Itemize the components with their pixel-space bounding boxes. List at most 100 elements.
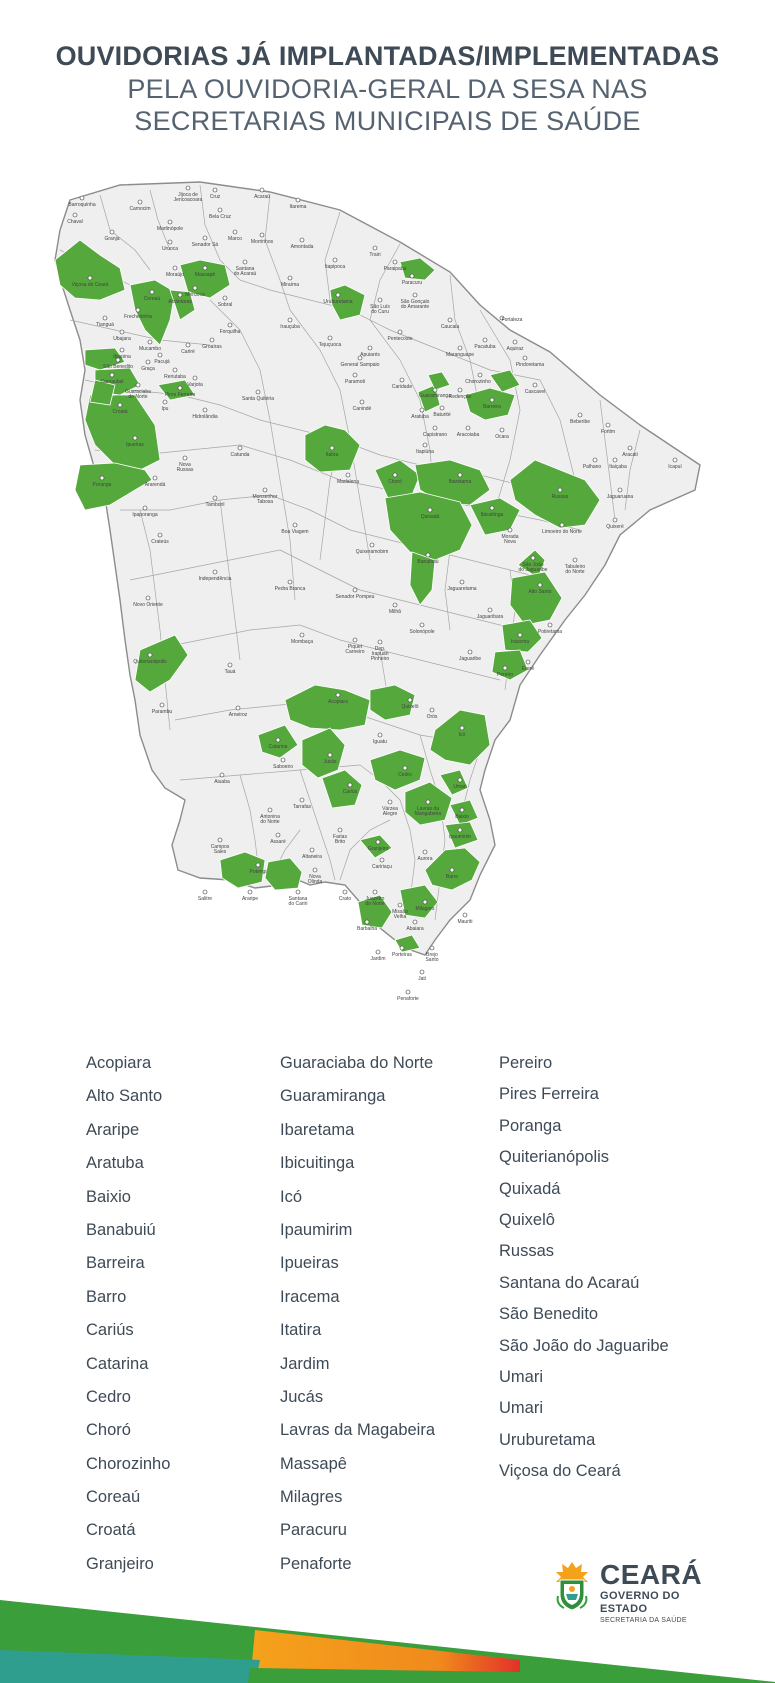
svg-text:Ibicuitinga: Ibicuitinga <box>481 512 504 518</box>
svg-text:Aracati: Aracati <box>622 452 638 458</box>
list-item: Russas <box>499 1242 555 1261</box>
city-marker: Iguatu <box>373 732 387 745</box>
list-item: Ipueiras <box>280 1254 339 1273</box>
city-marker: Maranguape <box>446 345 474 358</box>
svg-text:Campos: Campos <box>211 844 230 850</box>
svg-text:Irapuan: Irapuan <box>372 651 389 657</box>
svg-text:Aiuaba: Aiuaba <box>214 779 230 785</box>
city-marker: Aracoiaba <box>457 425 479 438</box>
city-marker: Itapiúna <box>416 442 434 455</box>
list-item: São João do Jaguaribe <box>499 1336 669 1355</box>
city-marker: Coreaú <box>144 289 161 302</box>
city-marker: Ipueiras <box>126 435 144 448</box>
city-marker: Penaforte <box>397 989 419 1002</box>
city-marker: Apuiarés <box>360 345 380 358</box>
list-item: Chorozinho <box>86 1454 171 1473</box>
city-marker: Pacatuba <box>474 337 496 350</box>
svg-text:Cariré: Cariré <box>181 349 195 355</box>
ceara-coat-of-arms-icon <box>556 1562 588 1611</box>
page-subtitle-line-1: PELA OUVIDORIA-GERAL DA SESA NAS <box>127 74 648 104</box>
city-marker: Tianguá <box>96 315 114 328</box>
svg-text:Tejuçuoca: Tejuçuoca <box>319 342 342 348</box>
svg-text:Jaguaribara: Jaguaribara <box>477 614 504 620</box>
svg-text:Paraipaba: Paraipaba <box>384 266 407 272</box>
svg-text:Poranga: Poranga <box>93 482 112 488</box>
city-marker: Ararendá <box>145 475 165 488</box>
svg-text:Coreaú: Coreaú <box>144 296 161 302</box>
city-marker: Fortaleza <box>499 315 523 323</box>
svg-text:do Norte: do Norte <box>365 901 384 907</box>
region-pereiro <box>491 649 529 681</box>
svg-text:Novo Oriente: Novo Oriente <box>133 602 163 608</box>
city-marker: Barreira <box>483 397 501 410</box>
city-marker: Ererê <box>522 659 534 672</box>
region-carius <box>321 769 363 809</box>
svg-text:Crato: Crato <box>339 896 351 902</box>
city-marker: Boa Viagem <box>281 522 309 535</box>
svg-text:Maranguape: Maranguape <box>446 352 474 358</box>
svg-text:do Acaraú: do Acaraú <box>234 271 257 277</box>
svg-text:General Sampaio: General Sampaio <box>341 362 380 368</box>
ceara-map-svg: Barroquinha Camocim Jijoca deJericoacoar… <box>54 181 701 1002</box>
list-item: Ibicuitinga <box>280 1154 355 1173</box>
svg-text:Mombaça: Mombaça <box>291 639 313 645</box>
svg-text:Mauriti: Mauriti <box>457 919 472 925</box>
page-subtitle-line-2: SECRETARIAS MUNICIPAIS DE SAÚDE <box>134 106 641 136</box>
city-marker: Cascavel <box>525 382 545 395</box>
svg-text:Barroquinha: Barroquinha <box>68 202 95 208</box>
svg-text:São João: São João <box>522 562 543 568</box>
svg-text:Nova: Nova <box>309 874 321 880</box>
svg-text:Moraújo: Moraújo <box>166 272 184 278</box>
svg-text:Santo: Santo <box>425 957 438 963</box>
svg-text:Itaiçaba: Itaiçaba <box>609 464 627 470</box>
city-marker: Marco <box>228 229 242 242</box>
city-marker: Quixelô <box>402 697 419 710</box>
svg-text:Fortaleza: Fortaleza <box>502 317 523 323</box>
svg-text:Banabuiú: Banabuiú <box>417 559 438 565</box>
region-alto-santo <box>509 571 563 626</box>
svg-text:Jati: Jati <box>418 976 426 982</box>
city-marker: Altaneira <box>302 847 322 860</box>
svg-text:Morrinhos: Morrinhos <box>251 239 274 245</box>
city-marker: Solonópole <box>409 622 435 635</box>
svg-text:Cedro: Cedro <box>398 772 412 778</box>
svg-text:Varjota: Varjota <box>187 382 203 388</box>
svg-text:Sobral: Sobral <box>218 302 232 308</box>
city-marker: Sobral <box>218 295 232 308</box>
city-marker: Mucambo <box>139 339 161 352</box>
list-item: Quixelô <box>499 1210 555 1229</box>
svg-text:Fortim: Fortim <box>601 429 615 435</box>
city-marker: Uruburetama <box>323 292 353 305</box>
list-item: Quixadá <box>499 1179 561 1198</box>
svg-text:Santa Quitéria: Santa Quitéria <box>242 396 274 402</box>
svg-text:Arneiroz: Arneiroz <box>229 712 248 718</box>
svg-text:Senador Sá: Senador Sá <box>192 242 219 248</box>
city-marker: Itarema <box>290 197 307 210</box>
city-marker: Araripe <box>242 889 258 902</box>
svg-text:Tarrafas: Tarrafas <box>293 804 312 810</box>
city-marker: Palhano <box>583 457 601 470</box>
region-araripe <box>219 851 266 889</box>
region-acopiara <box>284 684 371 731</box>
svg-text:Jucás: Jucás <box>323 759 337 765</box>
svg-text:São Gonçalo: São Gonçalo <box>401 299 430 305</box>
city-marker: Morrinhos <box>251 232 274 245</box>
svg-text:Crateús: Crateús <box>151 539 169 545</box>
city-marker: Jati <box>418 969 426 982</box>
svg-text:Ubajara: Ubajara <box>113 336 131 342</box>
svg-text:Jericoacoara: Jericoacoara <box>174 197 203 203</box>
svg-text:do Curu: do Curu <box>371 309 389 315</box>
svg-text:Altaneira: Altaneira <box>302 854 322 860</box>
footer-stripe-graphic <box>0 1600 775 1683</box>
svg-text:Ipaumirim: Ipaumirim <box>449 834 471 840</box>
svg-text:São Benedito: São Benedito <box>103 364 133 370</box>
municipality-list-column-2: Guaraciaba do Norte Guaramiranga Ibareta… <box>280 1052 435 1586</box>
svg-text:Farias: Farias <box>333 834 347 840</box>
svg-text:Ererê: Ererê <box>522 666 534 672</box>
